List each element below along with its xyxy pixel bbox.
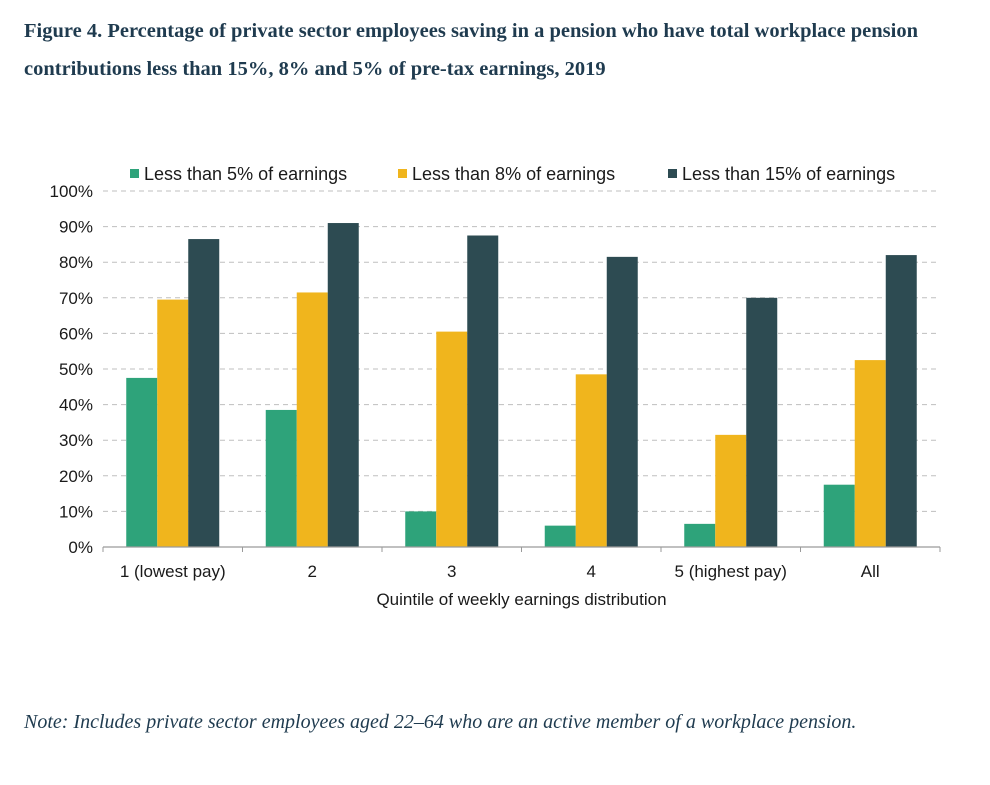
bar-less-8: [854, 360, 886, 547]
x-tick-label: 3: [447, 562, 456, 581]
bar-chart: Less than 5% of earnings Less than 8% of …: [50, 164, 941, 609]
x-tick-label: 1 (lowest pay): [120, 562, 226, 581]
gridlines: [103, 190, 940, 512]
legend-swatch: [130, 169, 139, 178]
bar-less-8: [575, 374, 607, 547]
y-axis-ticks: 0% 10% 20% 30% 40% 50% 60% 70% 80% 90% 100%: [50, 182, 93, 557]
y-tick-label: 0%: [68, 538, 93, 557]
y-tick-label: 10%: [59, 502, 93, 521]
y-tick-label: 30%: [59, 431, 93, 450]
y-tick-label: 100%: [50, 182, 93, 201]
bar-less-15: [885, 255, 917, 547]
x-axis-label: Quintile of weekly earnings distribution: [376, 590, 666, 609]
bar-less-15: [188, 239, 220, 547]
x-tick-label: All: [861, 562, 880, 581]
bar-less-8: [296, 292, 328, 547]
bar-less-8: [436, 331, 468, 547]
legend-swatch: [668, 169, 677, 178]
bar-less-5: [544, 525, 576, 547]
chart-legend: Less than 5% of earnings Less than 8% of …: [130, 164, 895, 184]
bars: [126, 223, 917, 547]
y-tick-label: 80%: [59, 253, 93, 272]
x-tick-label: 2: [308, 562, 317, 581]
y-tick-label: 20%: [59, 467, 93, 486]
y-tick-label: 70%: [59, 289, 93, 308]
bar-less-5: [684, 523, 716, 547]
bar-less-8: [715, 434, 747, 547]
bar-less-8: [157, 299, 189, 547]
figure-title: Figure 4. Percentage of private sector e…: [24, 20, 918, 80]
bar-less-15: [467, 235, 499, 547]
x-tick-label: 5 (highest pay): [675, 562, 787, 581]
bar-less-15: [606, 256, 638, 547]
x-axis: 1 (lowest pay) 2 3 4 5 (highest pay) All: [102, 546, 941, 581]
bar-less-15: [746, 297, 778, 547]
y-tick-label: 90%: [59, 218, 93, 237]
legend-label: Less than 15% of earnings: [682, 164, 895, 184]
legend-label: Less than 5% of earnings: [144, 164, 347, 184]
bar-less-5: [823, 484, 855, 547]
y-tick-label: 60%: [59, 324, 93, 343]
bar-less-5: [126, 377, 158, 547]
x-tick-label: 4: [587, 562, 596, 581]
y-tick-label: 40%: [59, 396, 93, 415]
figure-note: Note: Includes private sector employees …: [24, 711, 857, 733]
legend-label: Less than 8% of earnings: [412, 164, 615, 184]
bar-less-15: [327, 223, 359, 547]
bar-less-5: [265, 409, 297, 547]
y-tick-label: 50%: [59, 360, 93, 379]
legend-swatch: [398, 169, 407, 178]
bar-less-5: [405, 511, 437, 547]
